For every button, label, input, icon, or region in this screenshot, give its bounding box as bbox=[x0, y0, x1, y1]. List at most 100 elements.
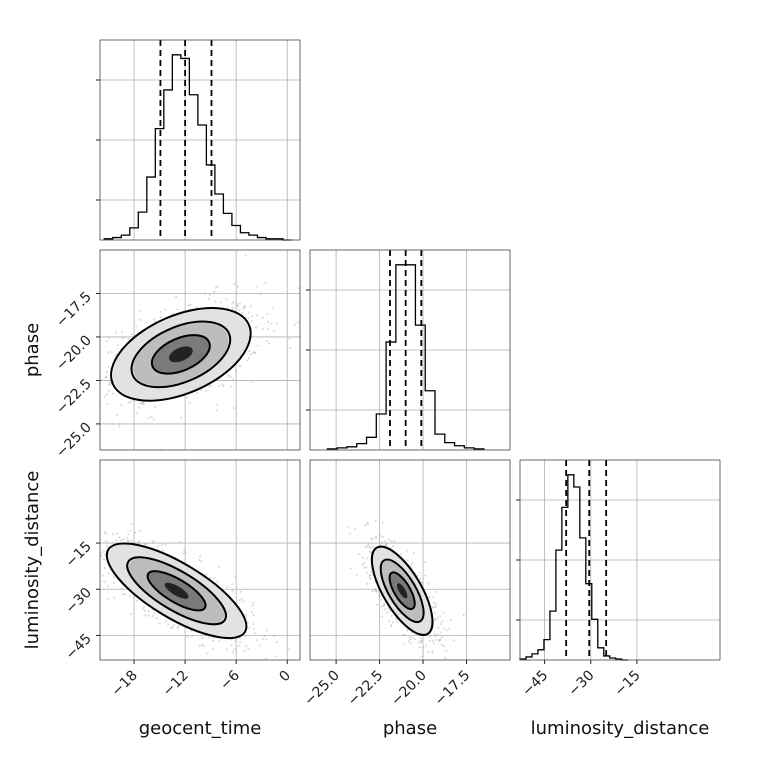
scatter-point bbox=[86, 355, 88, 357]
scatter-point bbox=[105, 393, 108, 396]
scatter-point bbox=[349, 567, 352, 570]
x-tick-label: −45 bbox=[519, 668, 551, 700]
scatter-point bbox=[130, 333, 133, 336]
scatter-point bbox=[432, 601, 436, 604]
scatter-point bbox=[140, 401, 143, 404]
scatter-point bbox=[257, 682, 259, 684]
scatter-point bbox=[203, 292, 206, 295]
scatter-point bbox=[368, 546, 371, 549]
scatter-point bbox=[118, 536, 121, 539]
scatter-point bbox=[431, 650, 434, 653]
scatter-point bbox=[103, 395, 106, 398]
scatter-point bbox=[100, 554, 102, 557]
scatter-point bbox=[222, 385, 225, 388]
scatter-point bbox=[184, 551, 187, 555]
scatter-point bbox=[116, 532, 119, 535]
scatter-point bbox=[106, 351, 109, 354]
scatter-point bbox=[100, 555, 103, 558]
scatter-point bbox=[90, 402, 92, 404]
y-tick-label: −45 bbox=[63, 631, 95, 663]
scatter-point bbox=[265, 638, 268, 641]
scatter-point bbox=[273, 329, 276, 333]
scatter-point bbox=[252, 601, 255, 604]
scatter-point bbox=[139, 309, 142, 312]
scatter-point bbox=[244, 254, 247, 257]
scatter-point bbox=[247, 647, 250, 650]
scatter-point bbox=[86, 521, 88, 523]
scatter-point bbox=[259, 644, 262, 647]
scatter-point bbox=[183, 549, 186, 552]
scatter-point bbox=[209, 384, 213, 387]
scatter-point bbox=[270, 322, 273, 325]
x-tick-label: 0 bbox=[276, 668, 294, 686]
scatter-point bbox=[246, 359, 249, 362]
scatter-point bbox=[364, 545, 367, 548]
scatter-point bbox=[103, 580, 106, 583]
scatter-point bbox=[231, 651, 234, 654]
scatter-point bbox=[176, 626, 179, 630]
scatter-point bbox=[250, 380, 253, 384]
scatter-point bbox=[261, 316, 264, 319]
scatter-point bbox=[97, 533, 99, 535]
scatter-point bbox=[195, 391, 199, 395]
scatter-point bbox=[142, 607, 145, 610]
scatter-point bbox=[250, 305, 253, 308]
density-contour bbox=[150, 334, 211, 375]
scatter-point bbox=[134, 531, 137, 534]
scatter-point bbox=[96, 591, 98, 593]
scatter-point bbox=[250, 320, 253, 323]
scatter-point bbox=[83, 359, 85, 361]
scatter-point bbox=[252, 627, 256, 631]
scatter-point bbox=[143, 422, 146, 425]
scatter-point bbox=[105, 340, 109, 343]
scatter-point bbox=[369, 573, 372, 576]
scatter-point bbox=[251, 604, 254, 607]
scatter-point bbox=[409, 642, 413, 645]
scatter-point bbox=[142, 605, 146, 608]
scatter-point bbox=[186, 635, 189, 639]
scatter-point bbox=[96, 552, 98, 554]
scatter-point bbox=[211, 639, 215, 642]
scatter-point bbox=[80, 360, 82, 362]
scatter-point bbox=[440, 636, 444, 639]
scatter-point bbox=[239, 365, 242, 368]
y-tick-label: −20.0 bbox=[53, 332, 95, 374]
scatter-point bbox=[120, 403, 123, 406]
scatter-point bbox=[120, 330, 123, 333]
scatter-point bbox=[419, 641, 422, 644]
x-tick-label: −25.0 bbox=[301, 668, 343, 710]
scatter-point bbox=[187, 304, 190, 307]
scatter-point bbox=[383, 602, 386, 605]
scatter-point bbox=[147, 610, 150, 613]
scatter-point bbox=[243, 649, 246, 653]
scatter-point bbox=[83, 523, 85, 525]
scatter-point bbox=[229, 385, 233, 388]
scatter-point bbox=[198, 644, 201, 647]
scatter-point bbox=[364, 523, 367, 527]
scatter-point bbox=[244, 634, 247, 637]
scatter-point bbox=[108, 384, 111, 387]
scatter-point bbox=[435, 638, 438, 641]
scatter-point bbox=[167, 623, 170, 626]
x-tick-label: −12 bbox=[160, 668, 192, 700]
scatter-point bbox=[267, 341, 270, 345]
scatter-point bbox=[147, 614, 150, 617]
scatter-point bbox=[113, 596, 116, 599]
scatter-point bbox=[377, 594, 381, 597]
y-tick-label: −25.0 bbox=[53, 419, 95, 461]
scatter-point bbox=[106, 402, 109, 405]
scatter-point bbox=[233, 406, 236, 410]
scatter-point bbox=[87, 366, 89, 368]
scatter-point bbox=[67, 540, 69, 542]
y-tick-label: −17.5 bbox=[53, 289, 95, 331]
scatter-group bbox=[67, 521, 291, 684]
scatter-point bbox=[250, 315, 253, 318]
scatter-point bbox=[103, 530, 107, 534]
x-tick-label: −30 bbox=[565, 668, 597, 700]
scatter-point bbox=[96, 368, 98, 370]
scatter-point bbox=[225, 298, 228, 301]
scatter-point bbox=[145, 542, 149, 545]
scatter-point bbox=[90, 541, 92, 543]
scatter-point bbox=[253, 632, 256, 635]
panel-phase-vs-geocent-time bbox=[80, 249, 301, 451]
